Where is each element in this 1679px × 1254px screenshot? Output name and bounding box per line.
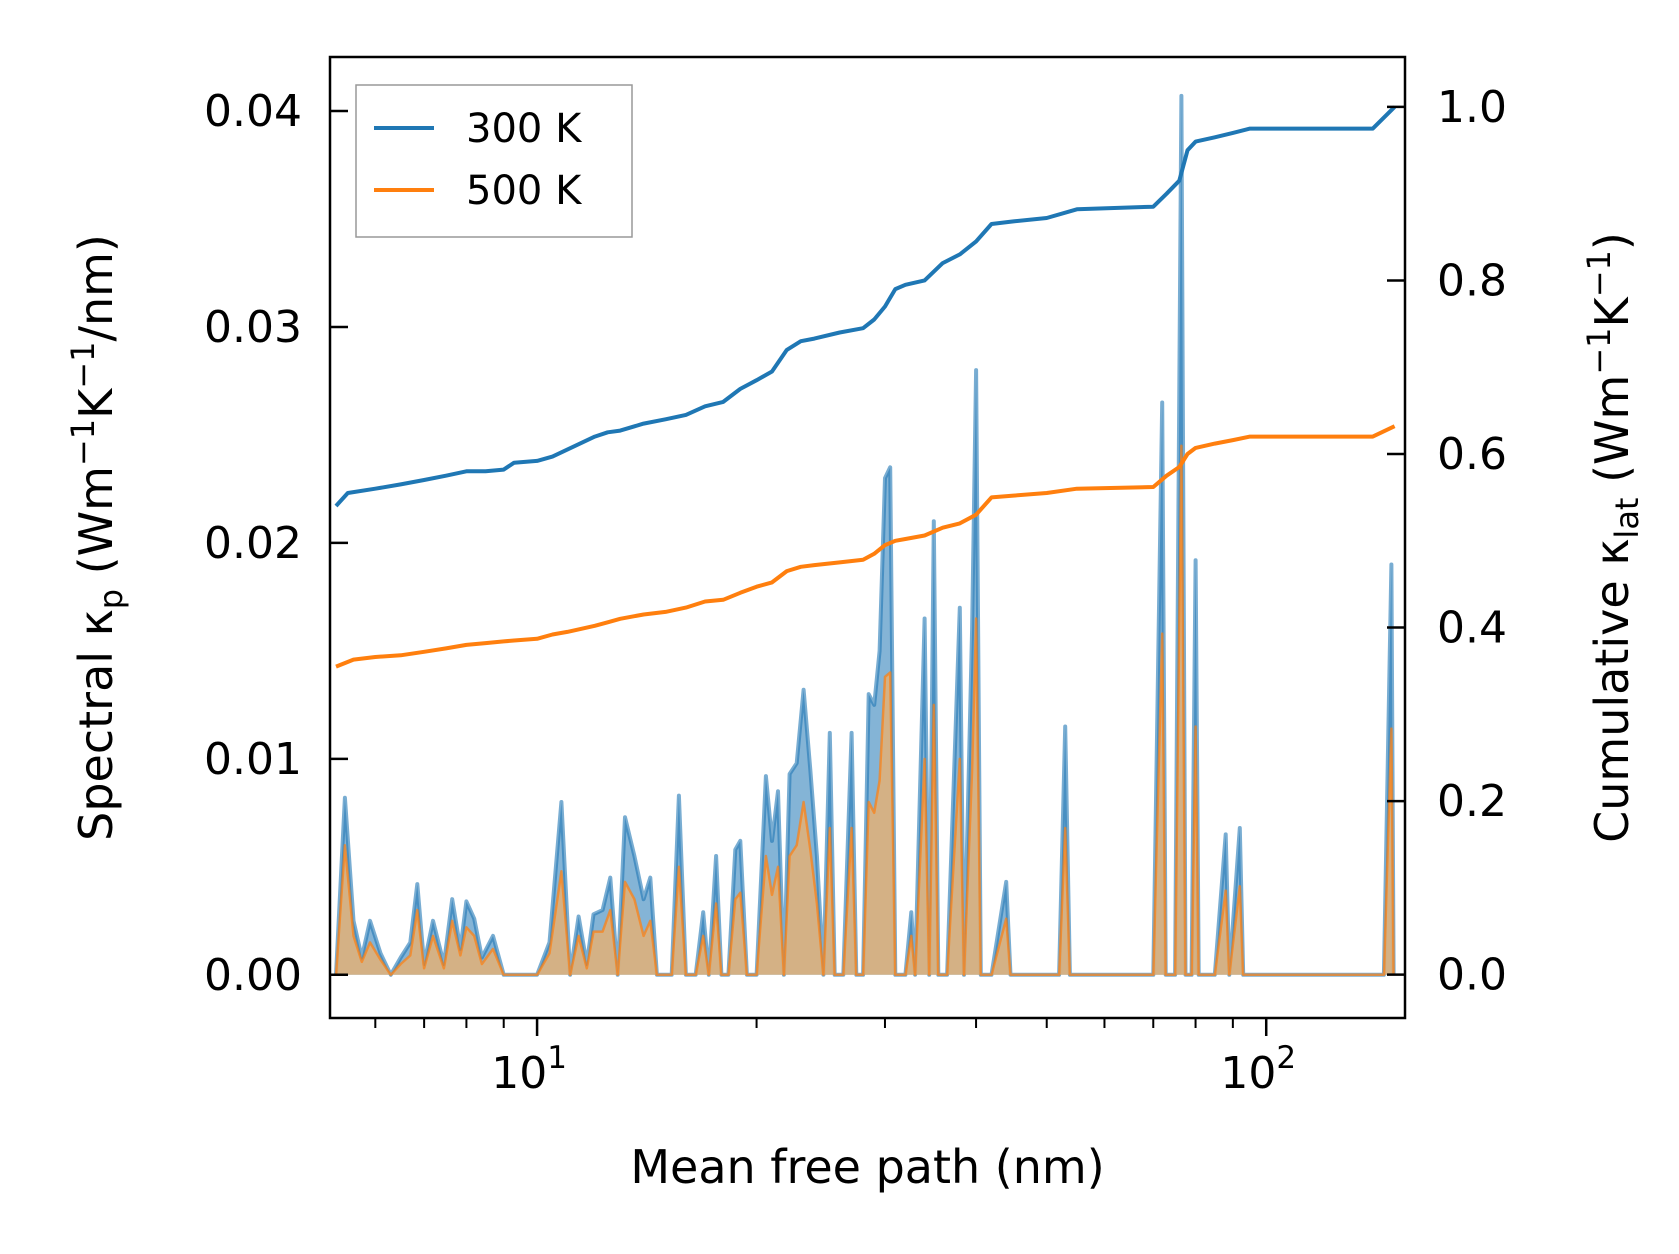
y-right-tick-label: 0.6 xyxy=(1437,429,1507,480)
legend-entry: 300 K xyxy=(466,106,583,152)
y-right-tick-label: 0.4 xyxy=(1437,603,1507,654)
axis-labels: Mean free path (nm) Spectral κp (Wm−1K−1/… xyxy=(64,232,1646,1194)
spectral-area-500k xyxy=(336,445,1394,975)
y-right-tick-label: 1.0 xyxy=(1437,82,1507,133)
legend-entry: 500 K xyxy=(466,168,583,214)
y-right-tick-label: 0.2 xyxy=(1437,776,1507,827)
y-left-axis-label: Spectral κp (Wm−1K−1/nm) xyxy=(64,234,130,841)
y-left-tick-label: 0.04 xyxy=(204,86,302,137)
legend: 300 K 500 K xyxy=(355,84,633,238)
x-tick-label: 102 xyxy=(1220,1040,1296,1099)
spectral-line-500k xyxy=(334,444,1395,977)
axes xyxy=(328,55,1407,1020)
cumulative-line-500k xyxy=(335,424,1396,669)
y-left-tick-label: 0.00 xyxy=(204,950,302,1001)
y-right-tick-label: 0.8 xyxy=(1437,255,1507,306)
ticks: 0.00 0.01 0.02 0.03 0.04 0.0 0.2 0.4 0.6 0.8 1.0 10… xyxy=(204,82,1507,1099)
y-left-tick-label: 0.02 xyxy=(204,518,302,569)
x-axis-label: Mean free path (nm) xyxy=(630,1140,1104,1194)
x-tick-label: 101 xyxy=(491,1040,567,1099)
plot-frame xyxy=(328,55,1407,1020)
y-right-axis-label: Cumulative κlat (Wm−1K−1) xyxy=(1580,232,1646,843)
y-left-tick-label: 0.03 xyxy=(204,302,302,353)
spectral-fills xyxy=(334,93,1396,977)
legend-box xyxy=(355,84,633,238)
y-right-tick-label: 0.0 xyxy=(1437,950,1507,1001)
data-lines xyxy=(334,105,1397,669)
cumulative-line-300k xyxy=(334,105,1397,508)
y-left-tick-label: 0.01 xyxy=(204,734,302,785)
